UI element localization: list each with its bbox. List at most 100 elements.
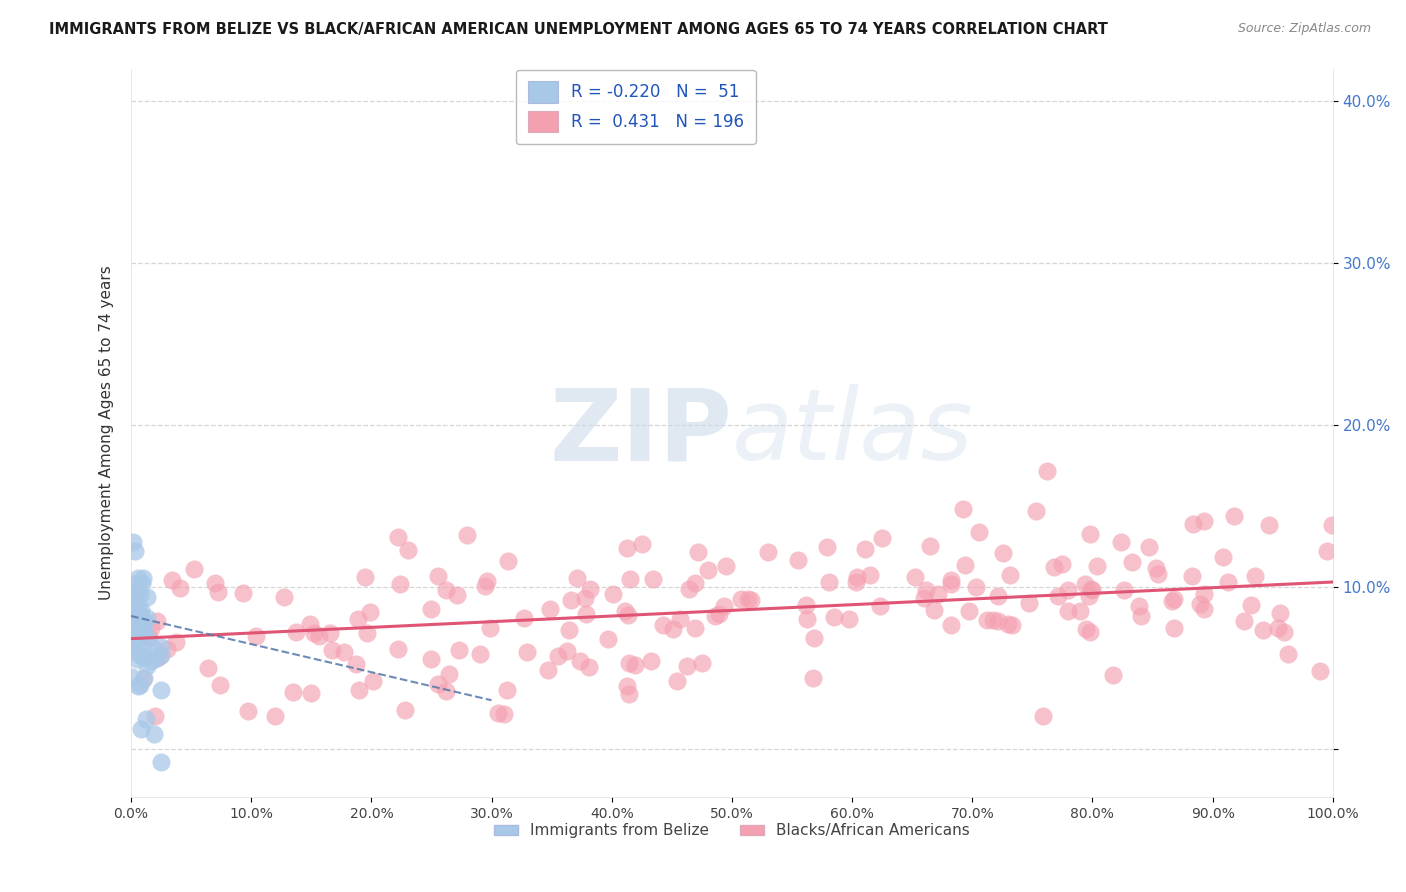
Point [134,650,156,665]
Point [122,607,145,621]
Point [845,574,868,589]
Point [1050,557,1073,571]
Point [516,645,538,659]
Point [468,647,491,661]
Point [1128,599,1150,614]
Point [124,643,146,657]
Point [132,624,155,638]
Point [1112,582,1135,597]
Point [651,618,673,632]
Point [183,562,205,576]
Point [165,635,187,649]
Point [675,659,697,673]
Point [138,631,160,645]
Point [486,706,509,721]
Point [245,630,267,644]
Point [1085,559,1108,574]
Point [690,656,713,670]
Point [853,542,876,557]
Point [136,659,159,673]
Point [127,679,149,693]
Point [142,641,165,656]
Point [1032,709,1054,723]
Point [498,554,520,568]
Point [1181,568,1204,582]
Point [1160,594,1182,608]
Point [558,623,581,637]
Point [209,678,232,692]
Point [578,582,600,596]
Point [823,610,845,624]
Point [128,678,150,692]
Point [596,632,619,647]
Point [302,626,325,640]
Point [125,585,148,599]
Point [145,650,167,665]
Point [132,641,155,656]
Point [602,587,624,601]
Point [643,572,665,586]
Point [1137,541,1160,555]
Point [447,643,470,657]
Point [298,617,321,632]
Point [1320,518,1343,533]
Point [136,611,159,625]
Point [284,624,307,639]
Point [1036,464,1059,478]
Point [997,617,1019,632]
Point [356,626,378,640]
Point [619,572,641,586]
Point [347,612,370,626]
Point [150,756,173,770]
Point [1272,625,1295,640]
Point [136,631,159,645]
Point [513,611,536,625]
Point [686,545,709,559]
Point [697,563,720,577]
Point [869,599,891,613]
Point [318,625,340,640]
Point [387,530,409,544]
Point [197,661,219,675]
Point [818,574,841,589]
Point [1240,598,1263,612]
Point [1043,560,1066,574]
Point [737,592,759,607]
Point [987,614,1010,628]
Point [419,602,441,616]
Point [952,502,974,516]
Point [920,539,942,553]
Point [1130,608,1153,623]
Point [614,603,637,617]
Point [912,591,935,605]
Point [617,608,640,623]
Point [786,553,808,567]
Point [146,614,169,628]
Point [150,682,173,697]
Point [683,576,706,591]
Point [132,672,155,686]
Point [845,570,868,584]
Point [121,604,143,618]
Point [1192,514,1215,528]
Point [870,531,893,545]
Legend: Immigrants from Belize, Blacks/African Americans: Immigrants from Belize, Blacks/African A… [488,817,976,845]
Point [496,682,519,697]
Point [308,629,330,643]
Point [1074,622,1097,636]
Point [437,667,460,681]
Point [321,643,343,657]
Point [150,648,173,662]
Text: atlas: atlas [733,384,973,482]
Point [557,644,579,658]
Point [122,609,145,624]
Point [1181,517,1204,532]
Point [283,685,305,699]
Text: Source: ZipAtlas.com: Source: ZipAtlas.com [1237,22,1371,36]
Point [475,574,498,589]
Y-axis label: Unemployment Among Ages 65 to 74 years: Unemployment Among Ages 65 to 74 years [100,266,114,600]
Point [796,612,818,626]
Point [128,630,150,644]
Point [1121,555,1143,569]
Point [965,580,987,594]
